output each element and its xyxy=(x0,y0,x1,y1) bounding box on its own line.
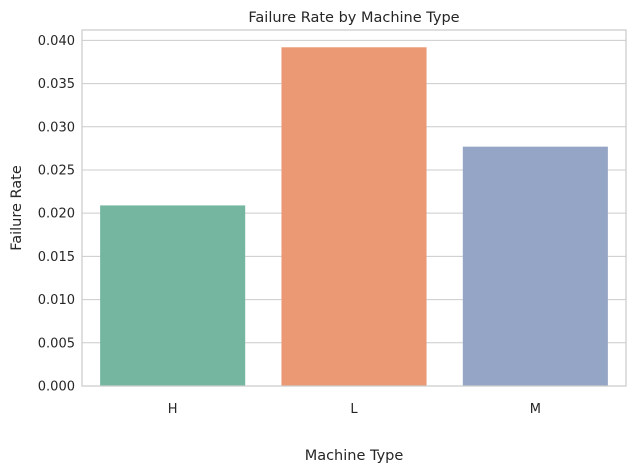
y-tick-label: 0.015 xyxy=(38,250,75,265)
y-tick-label: 0.025 xyxy=(38,163,75,178)
x-tick-label: H xyxy=(168,402,178,417)
y-tick-label: 0.010 xyxy=(38,293,75,308)
x-tick-label: M xyxy=(530,402,541,417)
y-tick-label: 0.020 xyxy=(38,207,75,222)
y-tick-label: 0.040 xyxy=(38,34,75,49)
y-tick-label: 0.035 xyxy=(38,77,75,92)
x-tick-label: L xyxy=(350,402,358,417)
bars xyxy=(100,47,608,386)
plot-frame xyxy=(81,29,627,387)
y-axis-title: Failure Rate xyxy=(9,165,25,251)
y-tick-label: 0.000 xyxy=(38,380,75,395)
bar-m xyxy=(462,146,608,386)
bar-h xyxy=(100,205,246,386)
y-tick-label: 0.005 xyxy=(38,336,75,351)
x-axis-title: Machine Type xyxy=(305,448,404,464)
y-tick-label: 0.030 xyxy=(38,120,75,135)
bar-l xyxy=(281,47,427,386)
y-tick-labels: 0.000 0.005 0.010 0.015 0.020 0.025 0.030 0.035… xyxy=(38,34,75,395)
chart-title: Failure Rate by Machine Type xyxy=(248,10,459,26)
